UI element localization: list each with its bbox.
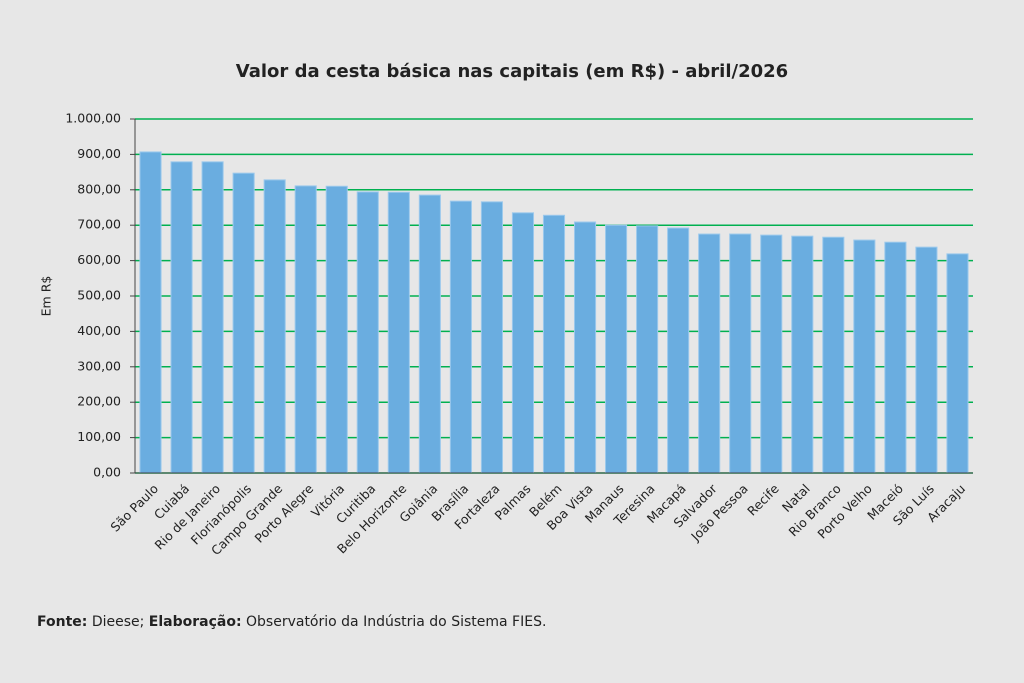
bar	[201, 161, 224, 474]
y-tick-label: 1.000,00	[65, 111, 121, 126]
bar	[884, 241, 907, 474]
bar	[232, 172, 255, 474]
bar	[698, 233, 721, 474]
bar	[791, 235, 814, 474]
bar	[636, 225, 659, 474]
bar	[387, 191, 410, 474]
chart-title: Valor da cesta básica nas capitais (em R…	[236, 61, 788, 82]
y-tick-label: 900,00	[77, 146, 121, 161]
bar	[853, 239, 876, 474]
y-tick-label: 100,00	[77, 429, 121, 444]
y-axis-label: Em R$	[39, 276, 54, 317]
bar	[729, 233, 752, 474]
bar	[542, 214, 566, 474]
footer-credit-label: Elaboração:	[149, 614, 242, 630]
bar	[480, 201, 503, 474]
bar	[139, 151, 162, 474]
y-tick-label: 300,00	[77, 358, 121, 373]
bar	[915, 246, 938, 474]
footer: Fonte: Dieese; Elaboração: Observatório …	[37, 614, 546, 630]
bar	[418, 194, 441, 474]
y-tick-label: 500,00	[77, 288, 121, 303]
bar	[325, 185, 348, 474]
bar	[573, 221, 597, 474]
y-tick-label: 600,00	[77, 252, 121, 267]
bar	[511, 212, 535, 474]
footer-source: Dieese;	[87, 614, 148, 630]
bar	[170, 161, 193, 474]
footer-credit: Observatório da Indústria do Sistema FIE…	[242, 614, 547, 630]
bar	[449, 200, 472, 474]
bar	[356, 191, 379, 474]
bar	[294, 185, 317, 474]
bar	[667, 227, 690, 474]
y-tick-label: 400,00	[77, 323, 121, 338]
bar	[822, 236, 845, 474]
bar	[760, 234, 783, 474]
bar	[605, 224, 628, 474]
y-tick-label: 700,00	[77, 217, 121, 232]
y-tick-label: 800,00	[77, 181, 121, 196]
bar	[946, 253, 969, 474]
footer-source-label: Fonte:	[37, 614, 87, 630]
bar	[263, 179, 286, 474]
y-tick-label: 200,00	[77, 394, 121, 409]
y-tick-label: 0,00	[93, 465, 121, 480]
